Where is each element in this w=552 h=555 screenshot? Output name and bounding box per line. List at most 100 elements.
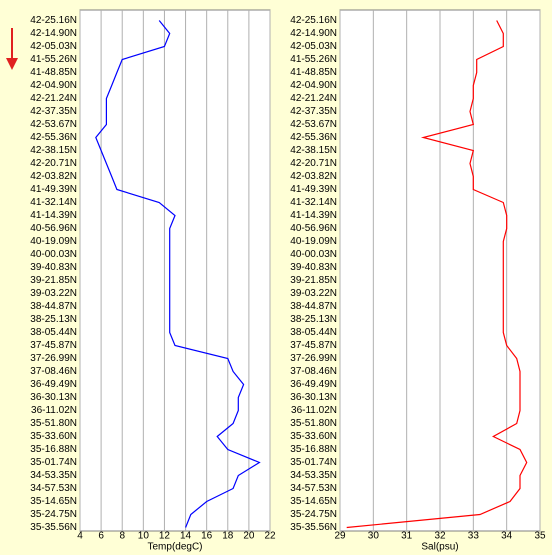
x-tick-label: 31 bbox=[401, 531, 413, 542]
y-tick-label: 38-44.87N bbox=[290, 301, 337, 312]
y-tick-label: 36-30.13N bbox=[30, 392, 77, 403]
y-tick-label: 41-49.39N bbox=[290, 184, 337, 195]
plot-area bbox=[79, 9, 271, 532]
y-tick-label: 36-30.13N bbox=[290, 392, 337, 403]
y-tick-label: 42-21.24N bbox=[30, 93, 77, 104]
x-tick-label: 8 bbox=[119, 531, 125, 542]
y-tick-label: 41-55.26N bbox=[30, 54, 77, 65]
y-tick-label: 34-57.53N bbox=[290, 483, 337, 494]
y-tick-label: 42-05.03N bbox=[290, 41, 337, 52]
y-tick-label: 41-48.85N bbox=[30, 67, 77, 78]
y-tick-label: 42-37.35N bbox=[290, 106, 337, 117]
y-tick-label: 42-38.15N bbox=[290, 145, 337, 156]
y-tick-label: 42-03.82N bbox=[290, 171, 337, 182]
y-tick-label: 35-01.74N bbox=[30, 457, 77, 468]
x-tick-label: 14 bbox=[180, 531, 192, 542]
y-tick-label: 42-20.71N bbox=[290, 158, 337, 169]
y-tick-label: 35-33.60N bbox=[30, 431, 77, 442]
y-tick-label: 35-33.60N bbox=[290, 431, 337, 442]
y-tick-label: 42-14.90N bbox=[290, 28, 337, 39]
x-tick-label: 29 bbox=[334, 531, 346, 542]
y-tick-label: 36-11.02N bbox=[31, 405, 77, 416]
y-tick-label: 42-14.90N bbox=[30, 28, 77, 39]
x-tick-label: 12 bbox=[159, 531, 171, 542]
x-tick-label: 18 bbox=[222, 531, 234, 542]
y-tick-label: 42-21.24N bbox=[290, 93, 337, 104]
y-tick-label: 38-25.13N bbox=[290, 314, 337, 325]
x-tick-label: 4 bbox=[77, 531, 83, 542]
y-tick-label: 37-45.87N bbox=[290, 340, 337, 351]
y-tick-label: 39-21.85N bbox=[30, 275, 77, 286]
y-tick-label: 41-55.26N bbox=[290, 54, 337, 65]
y-tick-label: 42-53.67N bbox=[30, 119, 77, 130]
y-tick-label: 35-24.75N bbox=[290, 509, 337, 520]
y-tick-label: 41-14.39N bbox=[30, 210, 77, 221]
y-tick-label: 38-44.87N bbox=[30, 301, 77, 312]
y-tick-label: 37-08.46N bbox=[30, 366, 77, 377]
y-tick-label: 42-04.90N bbox=[30, 80, 77, 91]
x-tick-label: 32 bbox=[434, 531, 446, 542]
y-tick-label: 41-48.85N bbox=[290, 67, 337, 78]
y-tick-label: 35-51.80N bbox=[290, 418, 337, 429]
x-axis-label: Temp(degC) bbox=[147, 542, 202, 553]
y-tick-label: 35-24.75N bbox=[30, 509, 77, 520]
y-tick-label: 34-57.53N bbox=[30, 483, 77, 494]
y-tick-label: 42-53.67N bbox=[290, 119, 337, 130]
y-tick-label: 39-40.83N bbox=[30, 262, 77, 273]
x-tick-label: 30 bbox=[368, 531, 380, 542]
x-tick-label: 33 bbox=[468, 531, 480, 542]
y-tick-label: 34-53.35N bbox=[290, 470, 337, 481]
x-tick-label: 34 bbox=[501, 531, 513, 542]
y-tick-label: 41-49.39N bbox=[30, 184, 77, 195]
y-tick-label: 35-14.65N bbox=[290, 496, 337, 507]
y-tick-label: 37-08.46N bbox=[290, 366, 337, 377]
y-tick-label: 42-55.36N bbox=[290, 132, 337, 143]
y-tick-label: 42-38.15N bbox=[30, 145, 77, 156]
y-tick-label: 35-01.74N bbox=[290, 457, 337, 468]
x-tick-label: 20 bbox=[243, 531, 255, 542]
y-tick-label: 35-16.88N bbox=[290, 444, 337, 455]
y-tick-label: 42-25.16N bbox=[30, 15, 77, 26]
x-tick-label: 10 bbox=[138, 531, 150, 542]
y-tick-label: 42-25.16N bbox=[290, 15, 337, 26]
y-tick-label: 37-26.99N bbox=[290, 353, 337, 364]
data-line bbox=[95, 20, 261, 528]
y-tick-label: 41-32.14N bbox=[290, 197, 337, 208]
x-tick-label: 35 bbox=[534, 531, 546, 542]
y-tick-label: 35-35.56N bbox=[290, 522, 337, 533]
y-tick-label: 36-11.02N bbox=[291, 405, 337, 416]
y-tick-label: 42-55.36N bbox=[30, 132, 77, 143]
y-tick-label: 41-32.14N bbox=[30, 197, 77, 208]
y-tick-label: 42-04.90N bbox=[290, 80, 337, 91]
y-tick-label: 40-00.03N bbox=[30, 249, 77, 260]
y-tick-label: 38-25.13N bbox=[30, 314, 77, 325]
y-tick-label: 40-56.96N bbox=[290, 223, 337, 234]
y-tick-label: 39-03.22N bbox=[290, 288, 337, 299]
y-tick-label: 35-14.65N bbox=[30, 496, 77, 507]
y-tick-label: 34-53.35N bbox=[30, 470, 77, 481]
y-tick-label: 39-21.85N bbox=[290, 275, 337, 286]
y-tick-label: 38-05.44N bbox=[30, 327, 77, 338]
y-tick-label: 42-05.03N bbox=[30, 41, 77, 52]
y-tick-label: 39-03.22N bbox=[30, 288, 77, 299]
y-tick-label: 37-45.87N bbox=[30, 340, 77, 351]
y-tick-label: 40-56.96N bbox=[30, 223, 77, 234]
x-axis-label: Sal(psu) bbox=[421, 542, 458, 553]
y-tick-label: 42-20.71N bbox=[30, 158, 77, 169]
y-tick-label: 36-49.49N bbox=[30, 379, 77, 390]
y-tick-label: 35-35.56N bbox=[30, 522, 77, 533]
y-tick-label: 36-49.49N bbox=[290, 379, 337, 390]
arrow bbox=[6, 28, 18, 70]
y-tick-label: 40-19.09N bbox=[290, 236, 337, 247]
y-tick-label: 39-40.83N bbox=[290, 262, 337, 273]
data-line bbox=[346, 20, 528, 529]
y-tick-label: 42-03.82N bbox=[30, 171, 77, 182]
y-tick-label: 37-26.99N bbox=[30, 353, 77, 364]
y-tick-label: 42-37.35N bbox=[30, 106, 77, 117]
y-tick-label: 40-00.03N bbox=[290, 249, 337, 260]
y-tick-label: 35-16.88N bbox=[30, 444, 77, 455]
x-tick-label: 22 bbox=[264, 531, 276, 542]
x-tick-label: 16 bbox=[201, 531, 213, 542]
y-tick-label: 41-14.39N bbox=[290, 210, 337, 221]
